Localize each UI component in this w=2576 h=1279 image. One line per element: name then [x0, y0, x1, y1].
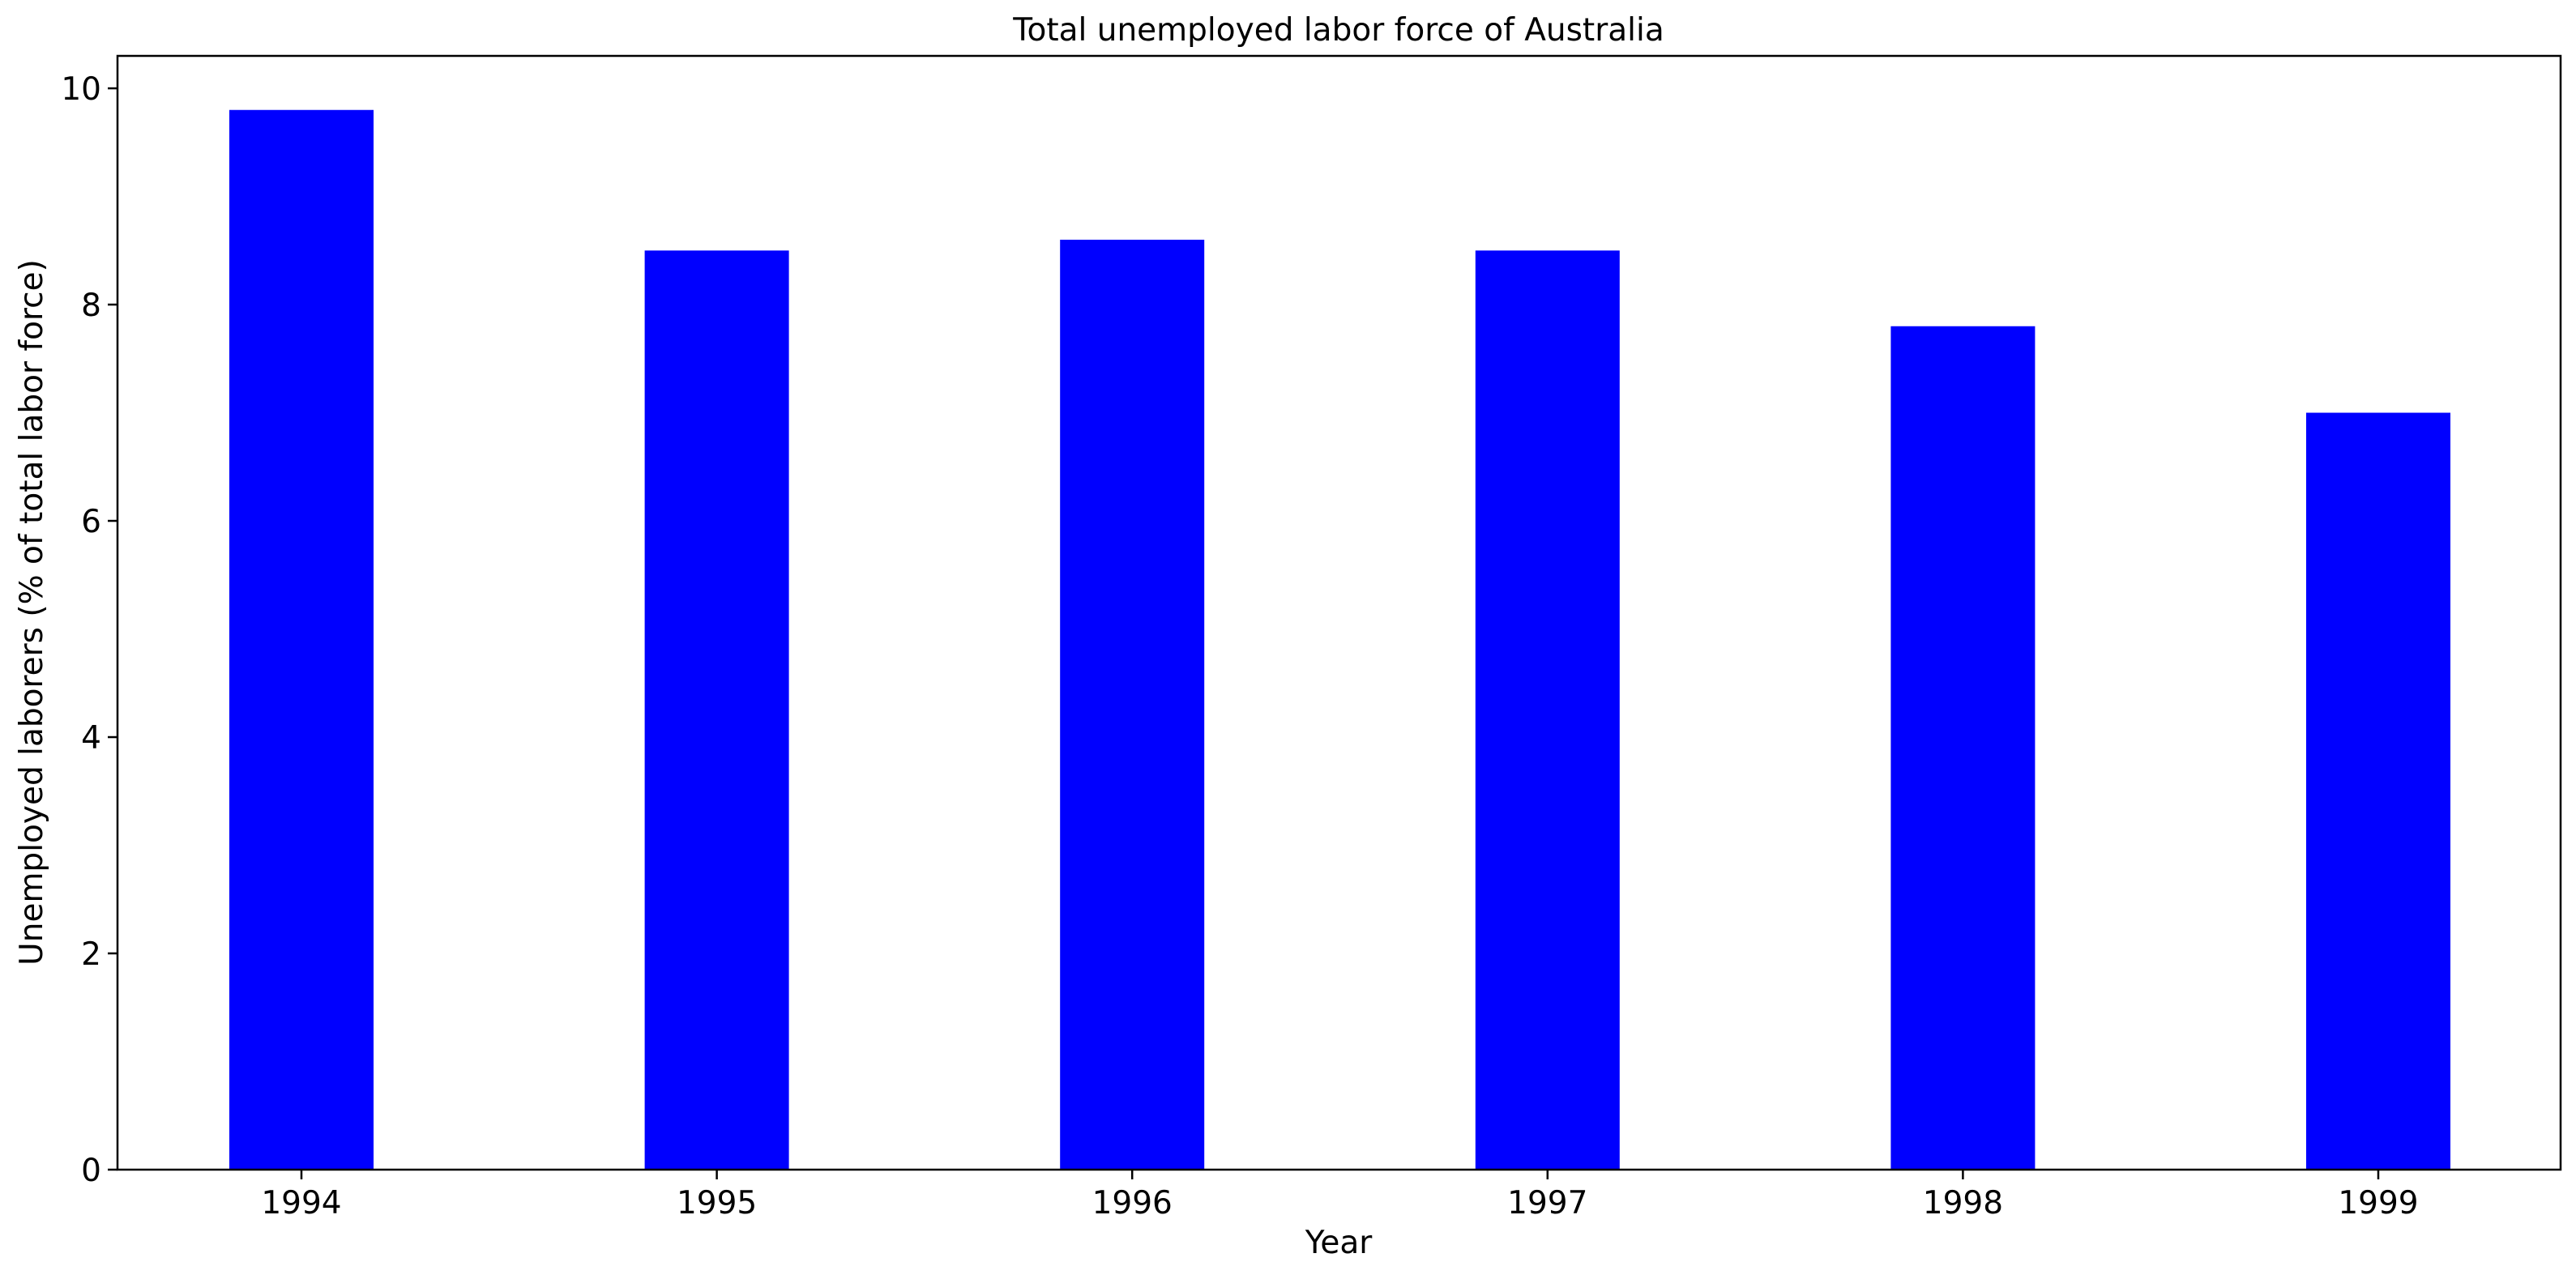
- x-tick-label: 1998: [1923, 1185, 2003, 1221]
- y-tick-label: 6: [81, 504, 101, 540]
- x-tick-label: 1997: [1507, 1185, 1587, 1221]
- bar-1996: [1060, 239, 1205, 1170]
- bar-1997: [1475, 250, 1620, 1170]
- y-tick-label: 2: [81, 936, 101, 973]
- bar-1995: [644, 250, 789, 1170]
- y-tick-label: 0: [81, 1153, 101, 1189]
- bars-layer: [229, 109, 2450, 1170]
- bar-1994: [229, 109, 374, 1170]
- x-tick-label: 1999: [2338, 1185, 2418, 1221]
- x-tick-label: 1996: [1092, 1185, 1173, 1221]
- chart-title: Total unemployed labor force of Australi…: [1012, 12, 1664, 49]
- bar-1999: [2306, 412, 2450, 1170]
- x-tick-label: 1995: [677, 1185, 757, 1221]
- x-axis: 1994 1995 1996 1997 1998 1999: [261, 1170, 2419, 1221]
- y-axis-title: Unemployed laborers (% of total labor fo…: [14, 259, 50, 966]
- plot-frame: [116, 54, 2562, 1171]
- x-axis-title: Year: [1305, 1225, 1373, 1261]
- y-tick-label: 8: [81, 288, 101, 324]
- y-axis: 0 2 4 6 8 10: [61, 71, 117, 1189]
- bar-1998: [1890, 326, 2036, 1170]
- y-tick-label: 10: [61, 71, 101, 108]
- x-tick-label: 1994: [261, 1185, 341, 1221]
- y-tick-label: 4: [81, 720, 101, 757]
